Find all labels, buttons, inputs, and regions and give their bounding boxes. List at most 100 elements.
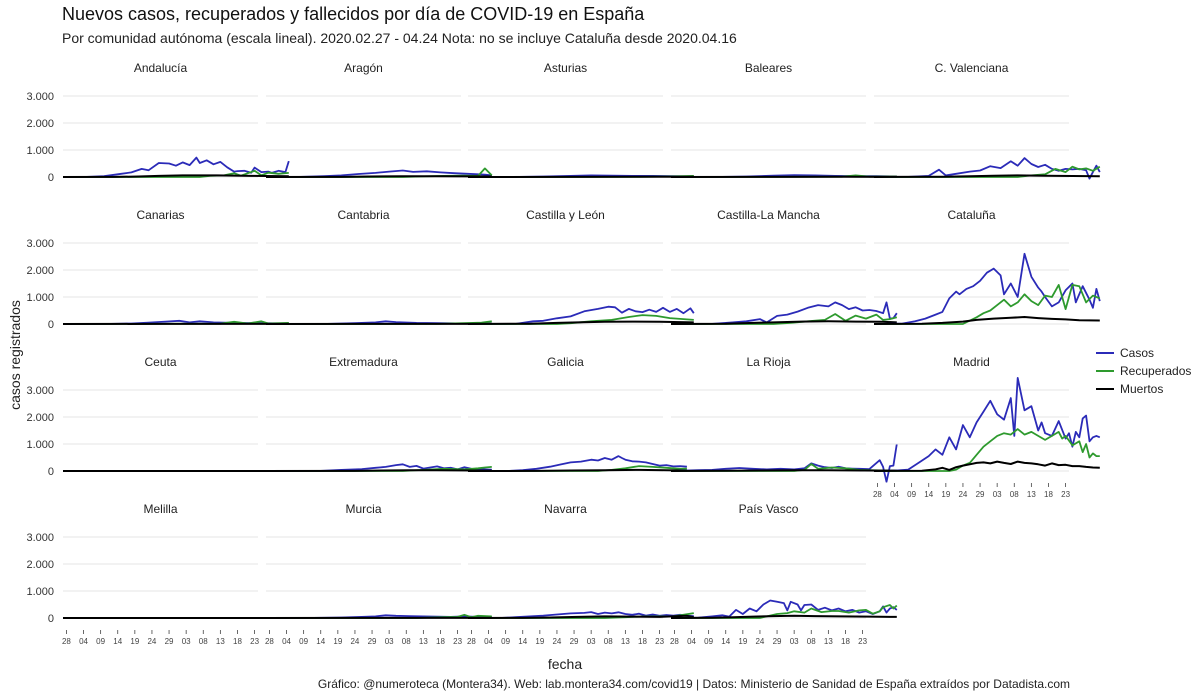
x-tick-label: 09	[299, 637, 308, 646]
x-tick-label: 09	[704, 637, 713, 646]
x-tick-label: 23	[858, 637, 867, 646]
y-tick-label: 2.000	[26, 118, 54, 130]
series-line-muertos	[467, 320, 694, 325]
y-tick-label: 2.000	[26, 412, 54, 424]
series-line-muertos	[670, 469, 897, 472]
x-tick-label: 09	[907, 490, 916, 499]
series-line-muertos	[873, 316, 1100, 325]
x-tick-label: 04	[484, 637, 493, 646]
x-tick-label: 18	[436, 637, 445, 646]
x-tick-label: 28	[873, 490, 882, 499]
series-line-muertos	[670, 614, 897, 619]
x-tick-label: 19	[130, 637, 139, 646]
panel-title: Madrid	[953, 355, 990, 369]
series-line-casos	[670, 301, 898, 325]
x-tick-label: 14	[924, 490, 933, 499]
x-tick-label: 04	[687, 637, 696, 646]
legend-label-casos: Casos	[1120, 346, 1155, 360]
y-axis-title: casos registrados	[7, 300, 23, 410]
y-tick-label: 0	[48, 172, 54, 184]
x-tick-label: 08	[807, 637, 816, 646]
y-tick-label: 2.000	[26, 559, 54, 571]
panel-title: Andalucía	[134, 61, 188, 75]
series-line-muertos	[873, 460, 1100, 472]
chart-title: Nuevos casos, recuperados y fallecidos p…	[62, 4, 645, 24]
series-line-casos	[670, 443, 898, 483]
x-tick-label: 29	[773, 637, 782, 646]
x-tick-label: 29	[165, 637, 174, 646]
panel-title: Canarias	[136, 208, 184, 222]
panel-title: Extremadura	[329, 355, 398, 369]
x-tick-label: 24	[552, 637, 561, 646]
x-tick-label: 14	[316, 637, 325, 646]
x-tick-label: 28	[62, 637, 71, 646]
panel-title: Castilla-La Mancha	[717, 208, 820, 222]
x-tick-label: 19	[738, 637, 747, 646]
series-line-casos	[467, 611, 694, 619]
x-tick-label: 14	[721, 637, 730, 646]
y-tick-label: 1.000	[26, 292, 54, 304]
x-tick-label: 03	[993, 490, 1002, 499]
x-tick-label: 29	[570, 637, 579, 646]
y-tick-label: 0	[48, 466, 54, 478]
y-tick-label: 3.000	[26, 91, 54, 103]
series-line-casos	[873, 252, 1101, 325]
x-tick-label: 04	[79, 637, 88, 646]
x-tick-label: 18	[233, 637, 242, 646]
legend-label-muertos: Muertos	[1120, 382, 1164, 396]
x-tick-label: 24	[350, 637, 359, 646]
x-tick-label: 23	[1061, 490, 1070, 499]
x-tick-label: 18	[638, 637, 647, 646]
x-tick-label: 13	[419, 637, 428, 646]
panel-title: Murcia	[345, 502, 381, 516]
legend-label-recuperados: Recuperados	[1120, 364, 1192, 378]
series-line-muertos	[670, 320, 897, 325]
panel-title: Asturias	[544, 61, 587, 75]
y-tick-label: 0	[48, 613, 54, 625]
series-line-recuperados	[874, 284, 1101, 325]
x-tick-label: 08	[604, 637, 613, 646]
x-tick-label: 04	[282, 637, 291, 646]
x-tick-label: 28	[467, 637, 476, 646]
x-tick-label: 09	[501, 637, 510, 646]
x-tick-label: 08	[402, 637, 411, 646]
series-line-casos	[265, 169, 492, 178]
x-tick-label: 23	[250, 637, 259, 646]
x-tick-label: 19	[941, 490, 950, 499]
legend-swatch-casos	[1096, 352, 1114, 354]
panel-title: C. Valenciana	[935, 61, 1009, 75]
series-line-recuperados	[671, 604, 898, 619]
series-line-muertos	[467, 614, 694, 619]
y-tick-label: 1.000	[26, 439, 54, 451]
x-tick-label: 23	[453, 637, 462, 646]
x-tick-label: 08	[199, 637, 208, 646]
x-tick-label: 18	[1044, 490, 1053, 499]
x-tick-label: 14	[113, 637, 122, 646]
x-tick-label: 23	[655, 637, 664, 646]
x-tick-label: 29	[368, 637, 377, 646]
x-tick-label: 28	[670, 637, 679, 646]
y-tick-label: 2.000	[26, 265, 54, 277]
series-line-recuperados	[874, 428, 1100, 472]
y-tick-label: 0	[48, 319, 54, 331]
x-tick-label: 28	[265, 637, 274, 646]
x-tick-label: 13	[1027, 490, 1036, 499]
series-line-casos	[62, 156, 290, 178]
y-tick-label: 3.000	[26, 238, 54, 250]
x-tick-label: 09	[96, 637, 105, 646]
series-line-casos	[467, 305, 695, 325]
x-axis-title: fecha	[548, 656, 582, 672]
series-line-muertos	[265, 175, 492, 178]
series-line-casos	[873, 377, 1101, 472]
x-tick-label: 29	[976, 490, 985, 499]
legend-swatch-muertos	[1096, 388, 1114, 390]
panel-title: La Rioja	[746, 355, 790, 369]
panel-title: Aragón	[344, 61, 383, 75]
panel-title: Ceuta	[144, 355, 176, 369]
x-tick-label: 24	[755, 637, 764, 646]
x-tick-label: 08	[1010, 490, 1019, 499]
series-line-casos	[873, 157, 1101, 180]
panel-title: Navarra	[544, 502, 587, 516]
series-line-casos	[467, 455, 687, 472]
x-tick-label: 03	[790, 637, 799, 646]
